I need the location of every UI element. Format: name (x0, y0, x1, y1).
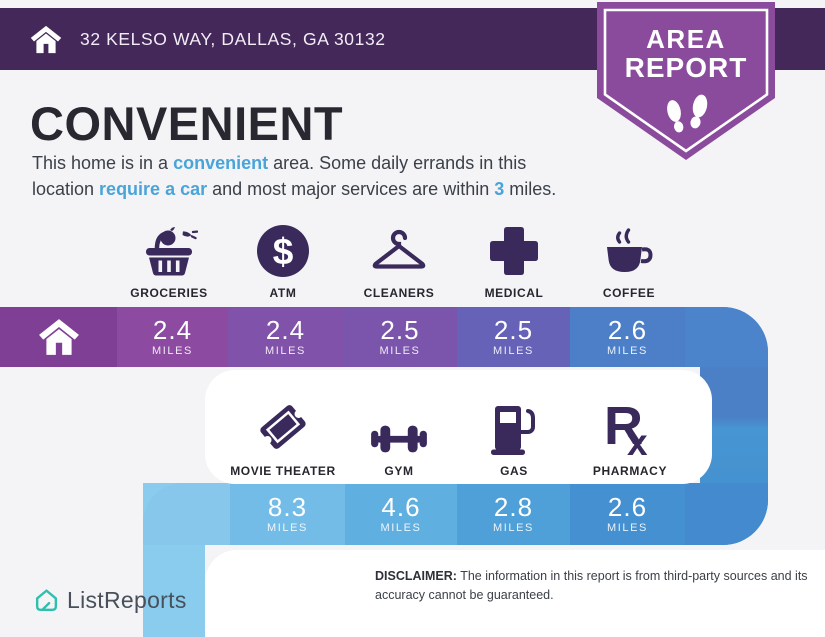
distance-cell: 2.6 MILES (570, 483, 685, 545)
disclaimer-line2: accuracy cannot be guaranteed. (375, 588, 554, 602)
amenity-label: GAS (500, 464, 528, 478)
distance-unit: MILES (492, 522, 534, 534)
desc-accent-require-car: require a car (99, 179, 208, 199)
path-turn-segment (685, 307, 768, 367)
amenity-label: GROCERIES (130, 286, 208, 300)
badge-line2: REPORT (624, 52, 748, 83)
amenity-label: MOVIE THEATER (230, 464, 336, 478)
distance-value: 8.3 (267, 492, 308, 522)
distance-cell: 2.5 MILES (343, 307, 457, 367)
desc-text: and most major services are within (207, 179, 495, 199)
desc-text: This home is in a (32, 153, 174, 173)
walkability-title: CONVENIENT (30, 97, 344, 150)
row2-amenities-card: MOVIE THEATER GYM (205, 370, 712, 484)
distance-unit: MILES (492, 345, 534, 357)
row2-distance-band: 8.3 MILES 4.6 MILES 2.8 MILES 2.6 MILES (143, 483, 768, 545)
home-icon (38, 319, 79, 355)
svg-text:R: R (604, 398, 643, 456)
listreports-logo: ListReports (33, 587, 187, 614)
desc-text: location (32, 179, 100, 199)
distance-value: 2.4 (152, 315, 193, 345)
desc-accent-miles: 3 (494, 179, 505, 199)
svg-text:$: $ (273, 231, 294, 272)
distance-cell: 2.6 MILES (570, 307, 685, 367)
distance-cell: 2.4 MILES (117, 307, 228, 367)
disclaimer-line1: The information in this report is from t… (456, 569, 808, 583)
movie-theater-icon (223, 396, 343, 456)
path-turn-segment (685, 483, 768, 545)
distance-value: 2.6 (607, 315, 648, 345)
svg-text:x: x (627, 422, 648, 456)
distance-unit: MILES (606, 345, 648, 357)
distance-unit: MILES (266, 522, 308, 534)
distance-value: 2.4 (265, 315, 306, 345)
home-start-segment (0, 307, 117, 367)
distance-cell: 2.5 MILES (457, 307, 570, 367)
distance-cell: 8.3 MILES (230, 483, 345, 545)
amenity-label: MEDICAL (484, 286, 544, 300)
desc-text: miles. (504, 179, 557, 199)
gym-icon (339, 396, 459, 456)
disclaimer-card (205, 550, 825, 637)
amenity-label: PHARMACY (592, 464, 668, 478)
home-icon (30, 25, 62, 54)
amenity-label: GYM (384, 464, 414, 478)
disclaimer-text: DISCLAIMER: The information in this repo… (375, 567, 808, 605)
distance-unit: MILES (379, 345, 421, 357)
coffee-icon (569, 218, 689, 278)
distance-cell: 4.6 MILES (345, 483, 457, 545)
listreports-house-icon (35, 589, 58, 612)
walkability-description: This home is in a convenient area. Some … (32, 150, 556, 202)
footprints-icon (667, 94, 708, 133)
groceries-icon (109, 218, 229, 278)
distance-value: 2.6 (607, 492, 648, 522)
distance-unit: MILES (151, 345, 193, 357)
distance-value: 2.8 (493, 492, 534, 522)
badge-line1: AREA (646, 24, 726, 54)
amenity-label: CLEANERS (363, 286, 435, 300)
distance-value: 2.5 (493, 315, 534, 345)
desc-text: area. Some daily errands in this (268, 153, 527, 173)
amenity-label: ATM (269, 286, 297, 300)
distance-unit: MILES (606, 522, 648, 534)
distance-value: 2.5 (380, 315, 420, 345)
cleaners-icon (339, 218, 459, 278)
pharmacy-icon: R x (570, 396, 690, 456)
property-address: 32 KELSO WAY, DALLAS, GA 30132 (80, 28, 386, 49)
brand-name: ListReports (67, 587, 187, 613)
atm-icon: $ (223, 218, 343, 278)
medical-icon (454, 218, 574, 278)
distance-cell: 2.4 MILES (228, 307, 343, 367)
distance-value: 4.6 (381, 492, 421, 522)
path-turn-segment (143, 483, 230, 545)
desc-accent-convenient: convenient (173, 153, 269, 173)
distance-unit: MILES (264, 345, 306, 357)
gas-icon (454, 396, 574, 456)
row1-distance-band: 2.4 MILES 2.4 MILES 2.5 MILES 2.5 MILES … (0, 307, 768, 367)
distance-unit: MILES (380, 522, 422, 534)
amenity-label: COFFEE (602, 286, 656, 300)
distance-cell: 2.8 MILES (457, 483, 570, 545)
area-report-badge: AREA REPORT (597, 2, 775, 160)
disclaimer-label: DISCLAIMER: (375, 569, 457, 583)
